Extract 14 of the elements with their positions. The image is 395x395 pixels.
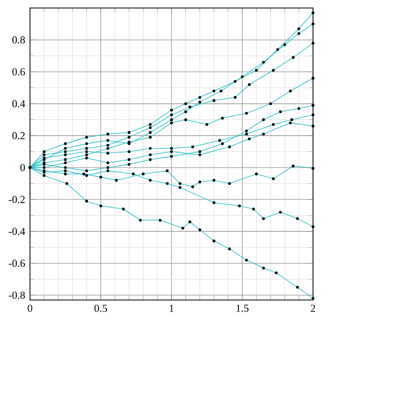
y-tick-label: 0 bbox=[20, 164, 25, 172]
y-tick-label: 0.4 bbox=[12, 100, 26, 108]
x-tick-label: 1 bbox=[170, 304, 174, 312]
y-tick-label: 0.2 bbox=[12, 132, 25, 140]
x-tick-label: 0.5 bbox=[94, 304, 107, 312]
y-tick-label: 0.8 bbox=[12, 36, 25, 44]
x-tick-label: 0 bbox=[28, 304, 32, 312]
y-tick-label: 0.6 bbox=[12, 68, 25, 76]
x-tick-label: 2 bbox=[310, 304, 316, 312]
y-tick-label: -0.6 bbox=[8, 260, 25, 267]
y-tick-label: -0.4 bbox=[8, 228, 26, 236]
x-tick-label: 1.5 bbox=[236, 304, 248, 312]
y-tick-label: -0.8 bbox=[8, 292, 25, 299]
y-tick-label: -0.2 bbox=[8, 196, 25, 204]
